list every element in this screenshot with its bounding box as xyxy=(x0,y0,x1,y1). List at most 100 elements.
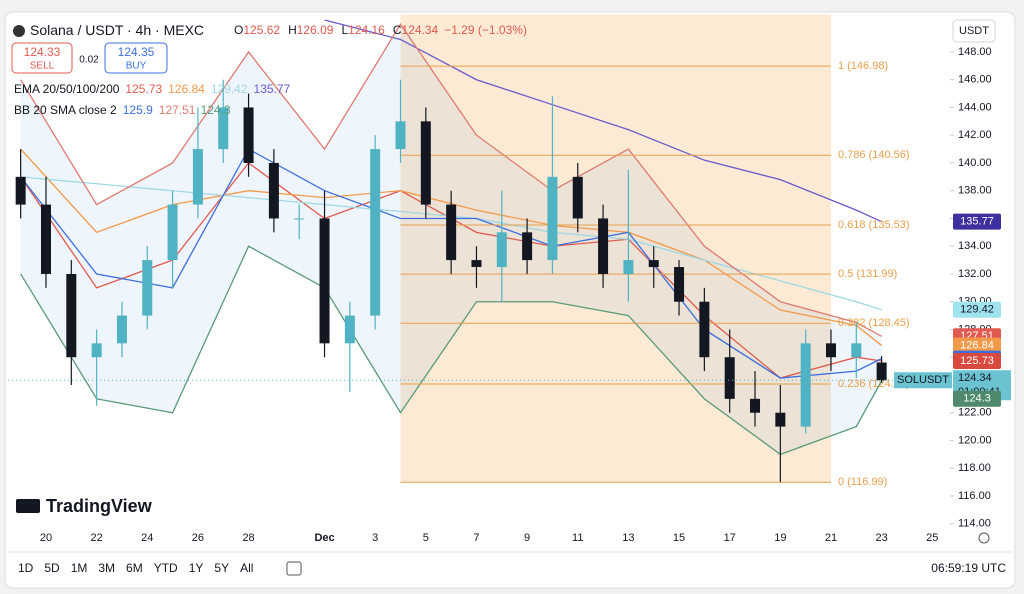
y-tick-label: 146.00 xyxy=(958,74,992,86)
indicator-value: 135.77 xyxy=(254,82,291,96)
indicator-value: 126.84 xyxy=(168,82,205,96)
x-tick-label: Dec xyxy=(314,532,334,544)
price-tag-label: 129.42 xyxy=(960,304,994,316)
fib-label: 1 (146.98) xyxy=(838,60,888,72)
x-tick-label: 5 xyxy=(423,532,429,544)
y-tick-label: 134.00 xyxy=(958,240,992,252)
sell-button[interactable] xyxy=(11,42,73,74)
candle-body xyxy=(91,343,102,358)
candle-body xyxy=(319,218,330,344)
indicator-legend: EMA 20/50/100/200 125.73 126.84 129.42 135.7… xyxy=(14,82,291,96)
x-tick-label: 3 xyxy=(372,532,378,544)
candle-body xyxy=(674,267,685,302)
indicator-value: 124.3 xyxy=(201,103,231,117)
price-tag xyxy=(953,301,1001,318)
candle-body xyxy=(648,260,659,268)
candle-body xyxy=(66,273,77,358)
range-button[interactable]: 1M xyxy=(71,561,88,575)
buy-button[interactable] xyxy=(104,42,168,74)
y-tick-label: 142.00 xyxy=(958,129,992,141)
price-tag xyxy=(953,352,1001,369)
indicator-legend: BB 20 SMA close 2 125.9 127.51 124.3 xyxy=(14,103,231,117)
candle-body xyxy=(598,218,609,274)
range-button[interactable]: 3M xyxy=(98,561,115,575)
x-tick-label: 25 xyxy=(926,532,938,544)
ohlc-key: C xyxy=(393,23,402,37)
indicator-value: 125.9 xyxy=(123,103,153,117)
ohlc-value: 126.09 xyxy=(297,23,334,37)
y-tick-label: 120.00 xyxy=(958,434,992,446)
price-tag xyxy=(953,390,1001,407)
x-tick-label: 11 xyxy=(572,532,583,544)
y-tick-label: 138.00 xyxy=(958,185,992,197)
range-button[interactable]: 5Y xyxy=(214,561,229,575)
price-tag xyxy=(953,213,1001,230)
logo: TradingView xyxy=(46,496,153,516)
range-button[interactable]: YTD xyxy=(154,561,178,575)
x-tick-label: 15 xyxy=(673,532,685,544)
candle-body xyxy=(40,204,51,274)
price-tag-label: 124.3 xyxy=(963,393,991,405)
range-button[interactable]: 1Y xyxy=(189,561,204,575)
candle-body xyxy=(243,107,254,163)
fib-label: 0 (116.99) xyxy=(838,476,887,488)
y-tick-label: 144.00 xyxy=(958,101,992,113)
y-tick-label: 114.00 xyxy=(958,518,991,530)
ohlc-key: O xyxy=(234,23,243,37)
range-button[interactable]: All xyxy=(240,561,253,575)
settings-icon[interactable] xyxy=(978,532,990,544)
candle-body xyxy=(116,315,127,344)
ohlc-value: 124.16 xyxy=(348,23,385,37)
unit-label: USDT xyxy=(959,25,989,37)
candle-body xyxy=(142,260,153,316)
x-tick-label: 28 xyxy=(242,532,254,544)
candle-body xyxy=(395,121,406,150)
range-button[interactable]: 6M xyxy=(126,561,143,575)
candle-body xyxy=(218,107,229,150)
x-tick-label: 21 xyxy=(825,532,837,544)
range-button[interactable]: 5D xyxy=(44,561,60,575)
symbol: Solana / USDT · 4h · MEXC xyxy=(30,22,204,38)
fib-label: 0.618 (135.53) xyxy=(838,219,910,231)
indicator-value: 125.73 xyxy=(125,82,162,96)
y-tick-label: 132.00 xyxy=(958,268,992,280)
x-tick-label: 7 xyxy=(473,532,479,544)
ohlc-key: H xyxy=(288,23,297,37)
candle-body xyxy=(471,260,482,268)
x-tick-label: 9 xyxy=(524,532,530,544)
clock: 06:59:19 UTC xyxy=(931,561,1006,575)
spread: 0.02 xyxy=(79,55,99,66)
price-tag-label: 126.84 xyxy=(960,339,994,351)
card xyxy=(4,11,1016,589)
header-line: Solana / USDT · 4h · MEXC O125.62 H126.09 L… xyxy=(30,22,527,38)
candle-body xyxy=(775,412,786,427)
candle-body xyxy=(192,149,203,205)
range-button[interactable]: 1D xyxy=(18,561,34,575)
plot: 1 (146.98) 0.786 (140.56) 0.618 (135.53) 0.… xyxy=(8,14,950,488)
x-tick-label: 26 xyxy=(192,532,204,544)
indicator-line xyxy=(20,23,882,337)
sell-label: SELL xyxy=(30,61,55,72)
calendar-icon[interactable] xyxy=(286,561,302,576)
unit-button[interactable] xyxy=(952,19,996,43)
symbol-tag xyxy=(894,372,952,389)
fib-label: 0.5 (131.99) xyxy=(838,268,897,280)
candle-body xyxy=(572,176,583,219)
x-tick-label: 22 xyxy=(91,532,103,544)
change: −1.29 (−1.03%) xyxy=(444,23,527,37)
y-tick-label: 148.00 xyxy=(958,46,992,58)
fib-label: 0.236 (124.07) xyxy=(838,378,910,390)
indicator-name: EMA 20/50/100/200 xyxy=(14,82,120,96)
candle-body xyxy=(547,176,558,261)
ohlc-value: 125.62 xyxy=(243,23,280,37)
candle-body xyxy=(699,301,710,358)
price-tag-label: 125.73 xyxy=(960,355,994,367)
candle-body xyxy=(268,162,279,219)
candle-body xyxy=(623,260,634,274)
candle-body xyxy=(294,218,305,220)
y-tick-label: 140.00 xyxy=(958,157,992,169)
candle-body xyxy=(167,204,178,261)
fib-label: 0.786 (140.56) xyxy=(838,149,910,161)
candle-body xyxy=(876,362,887,381)
